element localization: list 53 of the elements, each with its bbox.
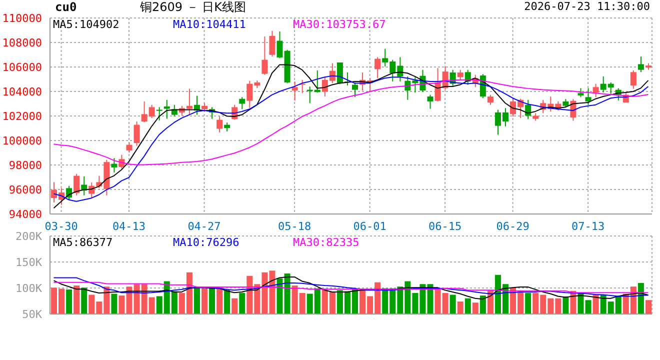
candlestick: [126, 142, 132, 154]
candlestick: [585, 88, 592, 106]
y-tick-label: 100K: [16, 282, 42, 295]
y-tick-label: 50K: [22, 308, 42, 321]
y-tick-label: 94000: [8, 208, 42, 221]
x-tick-label: 07-13: [571, 220, 605, 233]
y-tick-label: 150K: [16, 256, 42, 269]
y-tick-label: 108000: [2, 36, 42, 50]
candlestick: [239, 96, 246, 110]
candlestick: [164, 99, 170, 120]
candlestick: [66, 185, 72, 200]
y-tick-label: 102000: [2, 110, 42, 123]
candlestick: [269, 30, 276, 57]
candlestick: [525, 99, 532, 120]
text: MA10:104411: [173, 18, 247, 31]
chart-subtitle: cu0: [55, 0, 77, 14]
candlestick: [592, 83, 599, 98]
candlestick: [374, 56, 381, 79]
candlestick: [134, 121, 140, 146]
text: MA10:76296: [173, 236, 240, 249]
candlestick: [216, 116, 223, 133]
text: MA30:103753.67: [293, 18, 387, 31]
candlestick: [352, 82, 358, 98]
y-tick-label: 110000: [2, 12, 42, 25]
y-tick-label: 100000: [2, 134, 42, 148]
candlestick: [292, 80, 298, 101]
candlestick: [630, 70, 636, 90]
x-tick-label: 06-29: [496, 220, 530, 233]
candlestick: [487, 94, 494, 106]
x-tick-label: 06-01: [353, 220, 386, 233]
candlestick: [262, 36, 268, 76]
y-tick-label: 106000: [2, 60, 42, 74]
candlestick: [74, 173, 80, 196]
y-tick-label: 200K: [16, 230, 42, 243]
candlestick: [111, 158, 118, 173]
y-tick-label: 104000: [2, 85, 42, 98]
candlestick: [457, 69, 464, 80]
candlestick: [156, 106, 162, 121]
candlestick: [638, 56, 644, 73]
x-tick-label: 04-27: [188, 220, 221, 233]
y-tick-label: 96000: [8, 183, 42, 196]
chart-title: 铜2609 － 日K线图: [140, 0, 246, 16]
line-series: [53, 282, 649, 294]
text: MA5:104902: [53, 18, 120, 31]
x-tick-label: 03-30: [44, 220, 78, 233]
y-tick-label: 98000: [8, 158, 42, 172]
text: MA30:82335: [293, 236, 360, 249]
text: MA5:86377: [53, 236, 114, 249]
text: 2026-07-23 11:30:00: [524, 0, 650, 13]
x-tick-label: 05-18: [278, 220, 312, 233]
x-tick-label: 04-13: [112, 220, 146, 233]
candlestick: [427, 94, 434, 110]
x-tick-label: 06-15: [428, 220, 462, 233]
